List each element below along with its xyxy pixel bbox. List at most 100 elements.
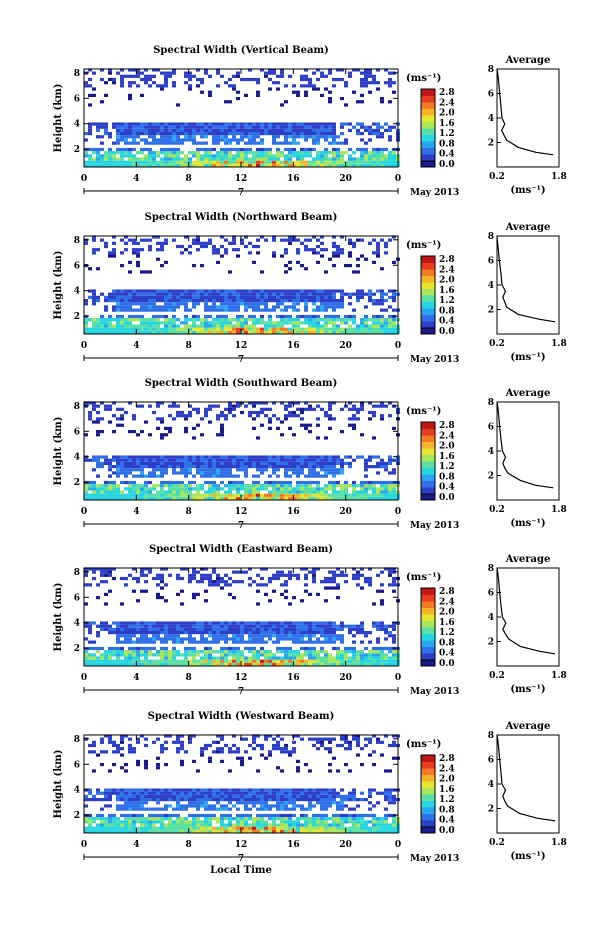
heatmap-cell	[96, 430, 100, 434]
heatmap-cell	[372, 414, 376, 418]
heatmap-cell	[156, 154, 160, 158]
y-tick-label: 6	[74, 593, 80, 603]
heatmap-cell	[280, 634, 284, 638]
heatmap-cell	[288, 321, 292, 325]
heatmap-cell	[288, 458, 292, 462]
heatmap-cell	[168, 458, 172, 462]
heatmap-cell	[300, 659, 304, 663]
heatmap-cell	[108, 321, 112, 325]
heatmap-cell	[180, 471, 184, 475]
heatmap-cell	[336, 490, 340, 494]
heatmap-cell	[160, 87, 164, 91]
heatmap-cell	[228, 308, 232, 312]
heatmap-cell	[264, 160, 268, 164]
y-tick-label: 8	[74, 69, 80, 79]
date-label: May 2013	[410, 188, 459, 198]
heatmap-cell	[180, 807, 184, 811]
heatmap-cell	[168, 318, 172, 322]
heatmap-cell	[296, 484, 300, 488]
heatmap-cell	[84, 637, 88, 641]
heatmap-cell	[268, 330, 272, 335]
heatmap-cell	[120, 154, 124, 158]
heatmap-cell	[156, 458, 160, 462]
heatmap-cell	[360, 292, 364, 296]
heatmap-cell	[128, 465, 132, 469]
heatmap-cell	[340, 235, 344, 239]
colorbar-swatch	[421, 275, 435, 283]
heatmap-cell	[228, 471, 232, 475]
heatmap-cell	[180, 487, 184, 491]
heatmap-cell	[88, 267, 92, 271]
heatmap-cell	[252, 410, 256, 415]
x-tick-label: 16	[287, 174, 300, 184]
heatmap-cell	[240, 122, 244, 126]
heatmap-cell	[92, 621, 96, 625]
heatmap-cell	[320, 122, 324, 126]
heatmap-cell	[152, 324, 156, 328]
heatmap-cell	[248, 624, 252, 628]
heatmap-cell	[104, 798, 108, 802]
heatmap-cell	[320, 241, 324, 245]
heatmap-cell	[224, 407, 228, 411]
heatmap-cell	[212, 289, 216, 293]
heatmap-cell	[376, 157, 380, 161]
heatmap-cell	[244, 302, 248, 306]
heatmap-cell	[132, 308, 136, 312]
heatmap-cell	[88, 154, 92, 158]
heatmap-cell	[84, 496, 88, 501]
heatmap-cell	[112, 763, 116, 767]
heatmap-cell	[360, 100, 364, 104]
heatmap-cell	[380, 627, 384, 632]
heatmap-cell	[168, 794, 172, 799]
heatmap-cell	[128, 794, 132, 799]
heatmap-cell	[324, 299, 328, 303]
heatmap-cell	[168, 490, 172, 494]
heatmap-cell	[392, 327, 396, 331]
heatmap-cell	[348, 659, 352, 663]
heatmap-cell	[288, 74, 292, 78]
heatmap-cell	[144, 763, 148, 767]
heatmap-cell	[336, 458, 340, 462]
heatmap-cell	[136, 656, 140, 660]
heatmap-cell	[272, 157, 276, 161]
heatmap-cell	[312, 128, 316, 133]
heatmap-cell	[228, 461, 232, 466]
heatmap-cell	[312, 458, 316, 462]
heatmap-cell	[196, 621, 200, 625]
heatmap-cell	[384, 468, 388, 472]
heatmap-cell	[188, 318, 192, 322]
heatmap-cell	[296, 496, 300, 501]
heatmap-cell	[192, 324, 196, 328]
heatmap-cell	[260, 631, 264, 635]
heatmap-cell	[228, 631, 232, 635]
heatmap-cell	[176, 637, 180, 641]
heatmap-cell	[168, 125, 172, 129]
heatmap-cell	[372, 151, 376, 155]
heatmap-cell	[156, 653, 160, 657]
heatmap-cell	[104, 407, 108, 411]
heatmap-cell	[236, 314, 240, 319]
heatmap-cell	[140, 791, 144, 795]
heatmap-cell	[376, 589, 380, 593]
heatmap-cell	[96, 662, 100, 667]
heatmap-cell	[212, 128, 216, 133]
heatmap-cell	[260, 576, 264, 581]
heatmap-cell	[128, 455, 132, 459]
heatmap-cell	[392, 324, 396, 328]
heatmap-cell	[292, 289, 296, 293]
heatmap-cell	[168, 461, 172, 466]
heatmap-cell	[228, 299, 232, 303]
heatmap-cell	[272, 468, 276, 472]
heatmap-cell	[372, 480, 376, 485]
heatmap-cell	[184, 414, 188, 418]
heatmap-cell	[308, 423, 312, 427]
heatmap-cell	[84, 573, 88, 577]
heatmap-cell	[324, 471, 328, 475]
heatmap-cell	[124, 128, 128, 133]
heatmap-cell	[120, 766, 124, 770]
heatmap-cell	[216, 248, 220, 252]
heatmap-cell	[188, 631, 192, 635]
heatmap-cell	[244, 151, 248, 155]
heatmap-cell	[96, 583, 100, 587]
heatmap-cell	[356, 624, 360, 628]
